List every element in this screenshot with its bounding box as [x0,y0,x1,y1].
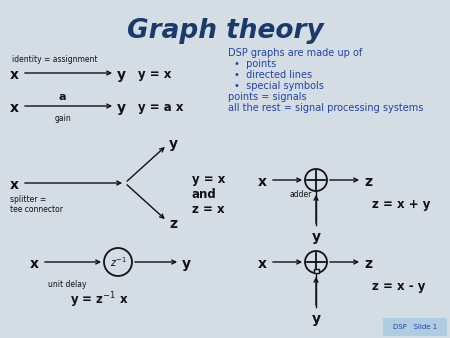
Text: x: x [258,257,267,271]
Text: y: y [312,230,321,244]
Text: y: y [117,68,126,82]
Text: x: x [30,257,39,271]
Text: $z^{-1}$: $z^{-1}$ [109,255,126,269]
Text: •  special symbols: • special symbols [234,81,324,91]
Text: y = x: y = x [138,68,171,81]
Text: DSP graphs are made up of: DSP graphs are made up of [228,48,362,58]
Text: y: y [117,101,126,115]
Text: and: and [192,188,217,201]
Text: y: y [182,257,191,271]
Text: identity = assignment: identity = assignment [12,55,98,64]
Text: z = x + y: z = x + y [372,198,430,211]
Text: •  points: • points [234,59,276,69]
Text: adder: adder [290,190,312,199]
Text: a: a [58,92,66,102]
FancyBboxPatch shape [314,269,319,272]
Text: DSP   Slide 1: DSP Slide 1 [393,324,437,330]
Text: •  directed lines: • directed lines [234,70,312,80]
Text: z: z [364,257,372,271]
Text: gain: gain [55,114,72,123]
Text: x: x [10,178,19,192]
Text: y = x: y = x [192,173,225,186]
Text: z = x - y: z = x - y [372,280,425,293]
Text: splitter =
tee connector: splitter = tee connector [10,195,63,214]
Text: z: z [169,217,177,231]
Text: x: x [10,101,19,115]
Text: points = signals: points = signals [228,92,306,102]
Text: x: x [258,175,267,189]
Text: unit delay: unit delay [48,280,86,289]
Text: y = a x: y = a x [138,101,184,114]
FancyBboxPatch shape [383,318,447,336]
Text: all the rest = signal processing systems: all the rest = signal processing systems [228,103,423,113]
Text: x: x [10,68,19,82]
Text: y: y [169,137,178,151]
Text: y: y [312,312,321,326]
Text: Graph theory: Graph theory [126,18,324,44]
Text: y = z$^{-1}$ x: y = z$^{-1}$ x [70,290,129,310]
Text: z: z [364,175,372,189]
Text: z = x: z = x [192,203,225,216]
